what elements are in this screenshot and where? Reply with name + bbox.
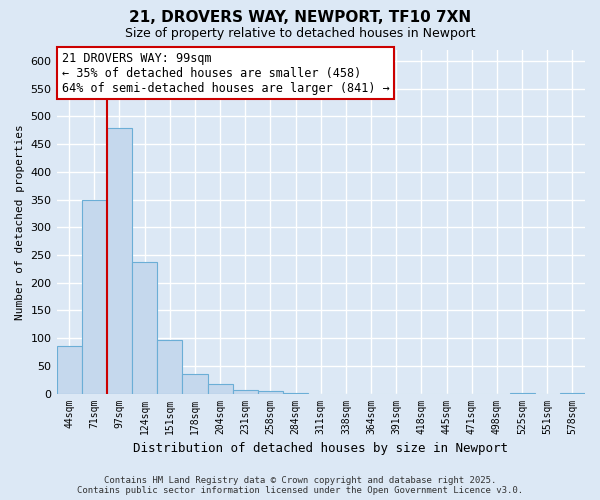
Bar (233, 390, 258, 394)
Text: 21 DROVERS WAY: 99sqm
← 35% of detached houses are smaller (458)
64% of semi-det: 21 DROVERS WAY: 99sqm ← 35% of detached … (62, 52, 389, 94)
Bar (56, 346, 82, 394)
Bar (157, 340, 182, 394)
Y-axis label: Number of detached properties: Number of detached properties (15, 124, 25, 320)
Bar (258, 391, 283, 394)
X-axis label: Distribution of detached houses by size in Newport: Distribution of detached houses by size … (133, 442, 508, 455)
Text: Size of property relative to detached houses in Newport: Size of property relative to detached ho… (125, 28, 475, 40)
Bar (509, 393, 535, 394)
Bar (132, 262, 157, 394)
Bar (182, 374, 208, 394)
Bar (82, 200, 107, 394)
Text: 21, DROVERS WAY, NEWPORT, TF10 7XN: 21, DROVERS WAY, NEWPORT, TF10 7XN (129, 10, 471, 25)
Bar (107, 128, 132, 394)
Text: Contains HM Land Registry data © Crown copyright and database right 2025.
Contai: Contains HM Land Registry data © Crown c… (77, 476, 523, 495)
Bar (283, 393, 308, 394)
Bar (560, 393, 585, 394)
Bar (208, 384, 233, 394)
